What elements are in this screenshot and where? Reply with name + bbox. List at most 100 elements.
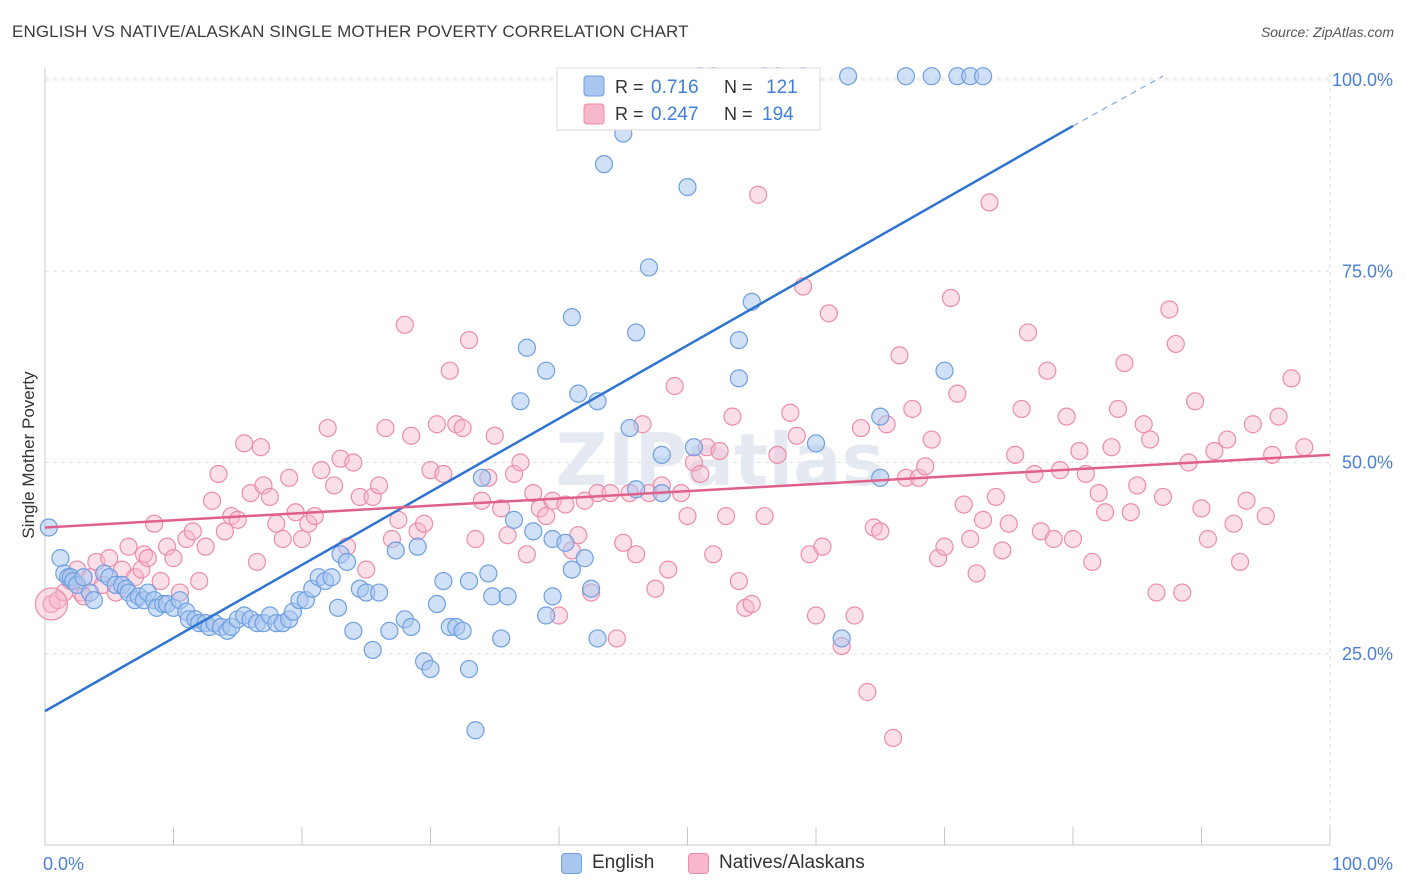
native-point xyxy=(1057,407,1076,426)
native-point xyxy=(871,522,890,541)
tick-labels: 25.0% 50.0% 75.0% 100.0% 0.0% 100.0% xyxy=(43,70,1393,874)
native-point xyxy=(614,533,633,552)
native-point xyxy=(806,606,826,625)
native-point xyxy=(164,549,183,568)
legend-native-item[interactable]: Natives/Alaskans xyxy=(688,852,865,874)
legend-native-n-label: N = xyxy=(724,104,753,124)
english-point xyxy=(517,338,536,357)
legend-english-n-value: 121 xyxy=(766,77,798,98)
english-point xyxy=(380,621,399,640)
native-point xyxy=(524,484,543,503)
native-point xyxy=(819,304,838,323)
native-point xyxy=(646,579,665,598)
native-points xyxy=(34,185,1314,748)
english-point xyxy=(806,434,826,453)
native-point xyxy=(961,529,980,549)
native-point xyxy=(267,514,286,533)
native-point xyxy=(1263,445,1282,464)
native-point xyxy=(511,453,530,472)
native-point xyxy=(1096,503,1115,522)
legend-english-n-label: N = xyxy=(724,77,753,97)
english-point xyxy=(402,617,421,637)
native-point xyxy=(305,506,324,526)
native-point xyxy=(813,537,832,556)
native-point xyxy=(325,476,344,495)
english-point xyxy=(51,549,70,568)
native-point xyxy=(678,506,697,526)
native-point xyxy=(1018,323,1038,342)
native-point xyxy=(183,522,202,541)
english-point xyxy=(935,361,954,380)
english-point xyxy=(562,560,581,579)
english-point xyxy=(511,392,530,411)
native-point xyxy=(1147,583,1166,602)
native-point xyxy=(251,438,270,457)
native-point xyxy=(151,571,170,591)
native-point xyxy=(742,594,761,614)
native-point xyxy=(691,464,710,484)
native-point xyxy=(370,476,389,495)
native-point xyxy=(190,571,209,591)
english-point xyxy=(639,258,659,277)
y-tick-label: 100.0% xyxy=(1332,70,1393,90)
english-point xyxy=(472,468,491,487)
native-point xyxy=(967,564,986,583)
native-point xyxy=(537,506,556,526)
native-point xyxy=(723,407,742,426)
native-point xyxy=(710,441,729,461)
native-point xyxy=(1160,300,1179,319)
native-point xyxy=(890,346,909,365)
native-swatch xyxy=(688,852,709,874)
native-point xyxy=(357,560,376,579)
native-point xyxy=(1083,552,1102,572)
native-point xyxy=(916,457,935,476)
english-point xyxy=(543,587,562,606)
english-point xyxy=(871,468,890,487)
native-point xyxy=(935,537,954,556)
legend-bottom: English Natives/Alaskans xyxy=(0,852,1406,878)
native-point xyxy=(659,560,678,579)
english-point xyxy=(896,67,916,86)
native-point xyxy=(1269,407,1288,426)
native-point xyxy=(781,403,800,422)
english-point xyxy=(569,384,588,403)
english-point xyxy=(492,629,511,648)
legend-english-swatch xyxy=(583,75,605,97)
native-point xyxy=(1089,484,1108,503)
english-trend-line xyxy=(44,124,1074,713)
legend-native-label: Natives/Alaskans xyxy=(719,852,865,873)
native-point xyxy=(376,418,395,438)
native-point xyxy=(1256,506,1275,526)
native-point xyxy=(729,571,749,591)
native-point xyxy=(1102,438,1121,457)
native-point xyxy=(1121,503,1140,522)
native-point xyxy=(1038,361,1057,380)
english-point xyxy=(537,606,556,625)
native-point xyxy=(119,537,138,556)
native-point xyxy=(851,418,871,438)
legend-native-r-value: 0.247 xyxy=(651,104,699,125)
native-point xyxy=(498,526,517,545)
english-point xyxy=(421,659,440,679)
english-point xyxy=(588,629,607,648)
legend-native-r-label: R = xyxy=(615,104,644,124)
native-point xyxy=(1140,430,1160,449)
native-point xyxy=(749,185,768,204)
native-point xyxy=(768,445,787,464)
native-point xyxy=(1224,514,1243,533)
native-point xyxy=(928,549,948,568)
english-point xyxy=(922,67,941,86)
native-trend-line xyxy=(44,453,1331,529)
y-tick-label: 75.0% xyxy=(1342,261,1393,281)
english-point xyxy=(337,552,357,572)
native-point xyxy=(209,464,228,484)
y-axis-label: Single Mother Poverty xyxy=(19,371,38,539)
native-point xyxy=(954,495,973,514)
english-point xyxy=(582,579,601,598)
english-point xyxy=(427,594,447,614)
english-point xyxy=(328,598,348,617)
source-label: Source: ZipAtlas.com xyxy=(1260,24,1394,40)
legend-english-item[interactable]: English xyxy=(561,852,654,874)
native-point xyxy=(34,587,69,621)
